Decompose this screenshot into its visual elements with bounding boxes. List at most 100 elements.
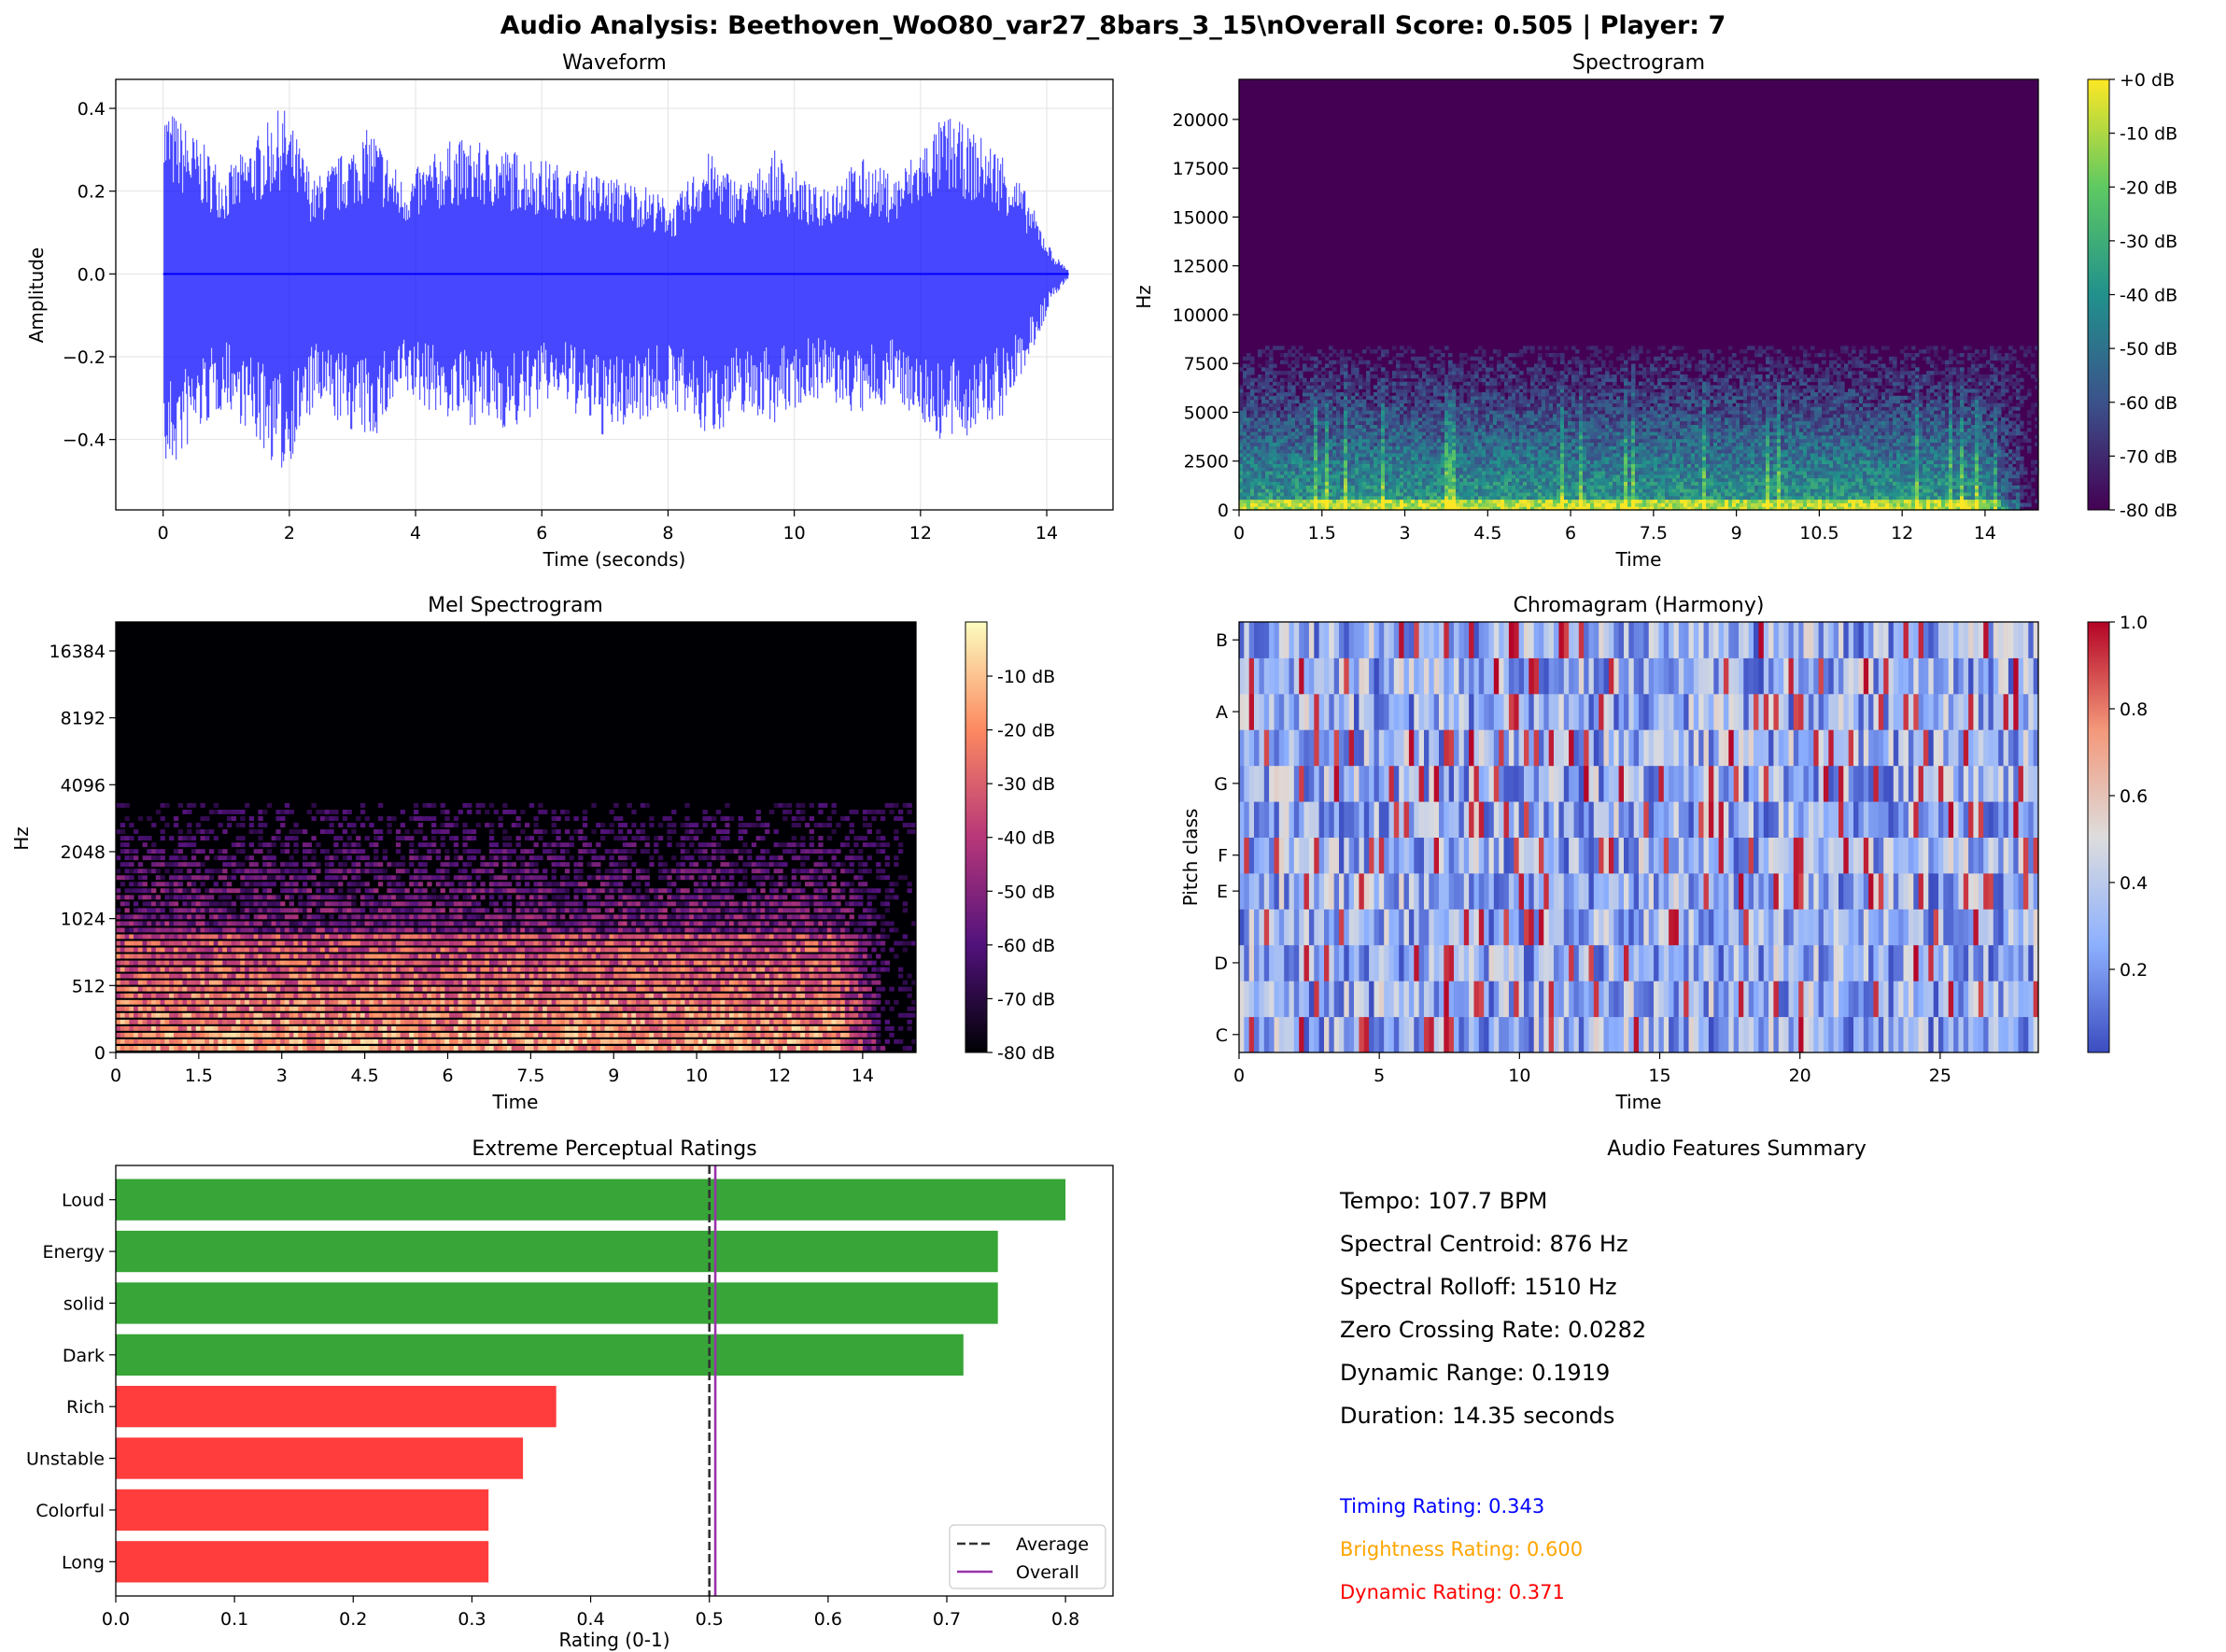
- spectrogram-cell: [1657, 473, 1662, 479]
- spectrogram-cell: [1571, 431, 1576, 436]
- spectrogram-cell: [1366, 456, 1371, 461]
- waveform-x-ticks: 0 2 4 6 8 10 12 14: [158, 510, 1058, 544]
- spectrogram-cell: [1265, 353, 1270, 358]
- spectrogram-cell: [1474, 467, 1479, 472]
- spectrogram-cell: [1422, 388, 1427, 393]
- spectrogram-cell: [1265, 424, 1270, 429]
- spectrogram-cell: [1407, 456, 1412, 461]
- spectrogram-cell: [1695, 413, 1699, 418]
- spectrogram-cell: [1459, 459, 1464, 464]
- spectrogram-cell: [1407, 491, 1412, 497]
- spectrogram-cell: [1411, 449, 1416, 454]
- spectrogram-cell: [1515, 395, 1520, 401]
- spectrogram-cell: [1654, 452, 1658, 458]
- spectrogram-cell: [1489, 452, 1494, 458]
- spectrogram-cell: [1609, 363, 1613, 368]
- spectrogram-cell: [1280, 381, 1285, 386]
- spectrogram-cell: [1478, 413, 1483, 418]
- spectrogram-cell: [1471, 417, 1475, 422]
- spectrogram-cell: [1489, 473, 1494, 479]
- spectrogram-cell: [1508, 363, 1513, 368]
- spectrogram-cell: [1444, 431, 1449, 436]
- spectrogram-cell: [1684, 502, 1688, 507]
- spectrogram-cell: [1515, 424, 1520, 429]
- spectrogram-cell: [1299, 449, 1303, 454]
- spectrogram-cell: [1291, 477, 1296, 482]
- spectrogram-cell: [1676, 491, 1681, 497]
- spectrogram-cell: [1276, 420, 1281, 425]
- spectrogram-cell: [1627, 349, 1632, 354]
- spectrogram-cell: [1444, 502, 1449, 507]
- spectrogram-cell: [1310, 377, 1315, 383]
- spectrogram-cell: [1545, 467, 1550, 472]
- spectrogram-cell: [1347, 399, 1352, 403]
- spectrogram-cell: [1482, 452, 1486, 458]
- spectrogram-cell: [1665, 459, 1670, 464]
- spectrogram-cell: [1504, 467, 1509, 472]
- spectrogram-cell: [1359, 456, 1363, 461]
- spectrogram-cell: [1639, 467, 1643, 472]
- spectrogram-cell: [1351, 371, 1356, 375]
- spectrogram-cell: [1500, 499, 1505, 503]
- spectrogram-cell: [1530, 502, 1535, 507]
- spectrogram-cell: [1362, 420, 1367, 425]
- spectrogram-cell: [1616, 456, 1621, 461]
- spectrogram-cell: [1691, 488, 1696, 493]
- spectrogram-cell: [1680, 367, 1684, 372]
- spectrogram-cell: [1291, 402, 1296, 407]
- spectrogram-cell: [1482, 488, 1486, 493]
- spectrogram-cell: [1332, 399, 1337, 403]
- spectrogram-cell: [1247, 410, 1251, 415]
- spectrogram-cell: [1351, 402, 1356, 407]
- spectrogram-cell: [1422, 506, 1427, 511]
- spectrogram-cell: [1474, 506, 1479, 511]
- spectrogram-cell: [1601, 360, 1606, 365]
- spectrogram-cell: [1448, 410, 1453, 415]
- spectrogram-cell: [1665, 388, 1670, 393]
- spectrogram-cell: [1609, 420, 1613, 425]
- spectrogram-cell: [1422, 406, 1427, 411]
- spectrogram-cell: [1463, 420, 1468, 425]
- spectrogram-cell: [1478, 360, 1483, 365]
- spectrogram-cell: [1687, 399, 1692, 403]
- spectrogram-cell: [1549, 506, 1554, 511]
- spectrogram-cell: [1377, 356, 1382, 361]
- spectrogram-cell: [1362, 502, 1367, 507]
- spectrogram-cell: [1314, 467, 1318, 472]
- spectrogram-cell: [1265, 481, 1270, 486]
- spectrogram-cell: [1396, 506, 1401, 511]
- spectrogram-cell: [1243, 413, 1247, 418]
- spectrogram-cell: [1310, 399, 1315, 403]
- spectrogram-cell: [1325, 473, 1330, 479]
- spectrogram-cell: [1657, 381, 1662, 386]
- spectrogram-cell: [1317, 442, 1322, 446]
- spectrogram-cell: [1336, 399, 1341, 403]
- spectrogram-cell: [1351, 438, 1356, 443]
- spectrogram-cell: [1250, 456, 1255, 461]
- spectrogram-cell: [1530, 499, 1535, 503]
- spectrogram-cell: [1374, 445, 1378, 450]
- spectrogram-cell: [1329, 406, 1333, 411]
- spectrogram-cell: [1508, 456, 1513, 461]
- spectrogram-cell: [1273, 491, 1277, 497]
- spectrogram-cell: [1407, 381, 1412, 386]
- spectrogram-cell: [1549, 413, 1554, 418]
- spectrogram-cell: [1426, 402, 1430, 407]
- spectrogram-cell: [1448, 438, 1453, 443]
- spectrogram-cell: [1243, 481, 1247, 486]
- spectrogram-cell: [1314, 481, 1318, 486]
- spectrogram-cell: [1519, 449, 1524, 454]
- spectrogram-cell: [1347, 438, 1352, 443]
- spectrogram-cell: [1459, 399, 1464, 403]
- spectrogram-cell: [1534, 406, 1539, 411]
- spectrogram-cell: [1564, 413, 1569, 418]
- spectrogram-cell: [1523, 431, 1528, 436]
- spectrogram-cell: [1523, 481, 1528, 486]
- spectrogram-cell: [1624, 395, 1628, 401]
- spectrogram-cell: [1680, 449, 1684, 454]
- spectrogram-cell: [1463, 353, 1468, 358]
- spectrogram-cell: [1288, 406, 1292, 411]
- spectrogram-cell: [1571, 506, 1576, 511]
- spectrogram-cell: [1254, 388, 1259, 393]
- spectrogram-cell: [1669, 502, 1673, 507]
